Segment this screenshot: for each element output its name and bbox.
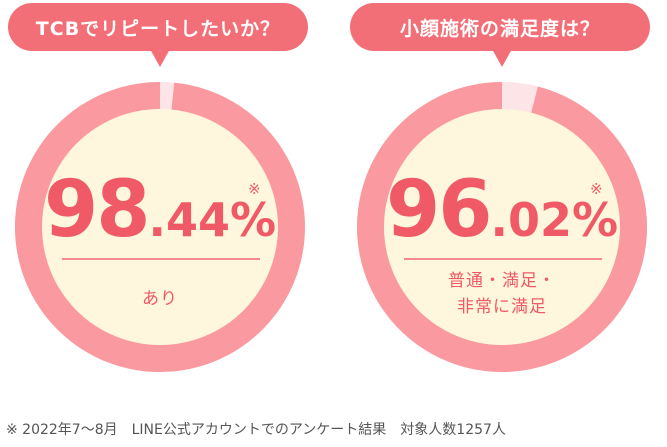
repeat-caption: あり <box>60 286 260 312</box>
repeat-question-bubble: TCBでリピートしたいか？ <box>8 3 308 51</box>
satisfaction-donut-chart <box>356 81 647 373</box>
satisfaction-percentage-decimal: .02 <box>490 193 572 247</box>
repeat-stat-card: TCBでリピートしたいか？ 98 .44 % ※ あり <box>0 0 320 400</box>
satisfaction-stat-card: 小顔施術の満足度は？ 96 .02 % ※ 普通・満足・ 非常に満足 <box>342 0 662 400</box>
repeat-percent-sign: % <box>229 193 277 247</box>
satisfaction-caption-line-2: 非常に満足 <box>457 297 547 317</box>
repeat-bubble-tail <box>150 49 170 67</box>
satisfaction-percentage: 96 .02 % <box>386 170 618 250</box>
satisfaction-bubble-tail <box>492 49 512 67</box>
repeat-percentage-decimal: .44 <box>148 193 230 247</box>
satisfaction-caption: 普通・満足・ 非常に満足 <box>402 268 602 320</box>
repeat-caption-line: あり <box>142 289 178 309</box>
satisfaction-percent-sign: % <box>571 193 619 247</box>
satisfaction-percentage-integer: 96 <box>385 165 493 255</box>
survey-footnote: ※ 2022年7〜8月 LINE公式アカウントでのアンケート結果 対象人数125… <box>6 422 506 438</box>
repeat-percentage: 98 .44 % <box>44 170 276 250</box>
repeat-reference-mark: ※ <box>248 180 261 198</box>
repeat-question-text: TCBでリピートしたいか？ <box>35 17 281 40</box>
satisfaction-ring-center <box>384 109 620 345</box>
satisfaction-question-text: 小顔施術の満足度は？ <box>399 17 600 40</box>
repeat-divider <box>62 258 260 260</box>
satisfaction-reference-mark: ※ <box>590 180 603 198</box>
satisfaction-divider <box>404 258 602 260</box>
satisfaction-question-bubble: 小顔施術の満足度は？ <box>350 3 650 51</box>
repeat-percentage-integer: 98 <box>43 165 151 255</box>
satisfaction-caption-line-1: 普通・満足・ <box>448 271 556 291</box>
repeat-donut-chart <box>14 81 305 372</box>
repeat-ring-center <box>42 109 278 345</box>
